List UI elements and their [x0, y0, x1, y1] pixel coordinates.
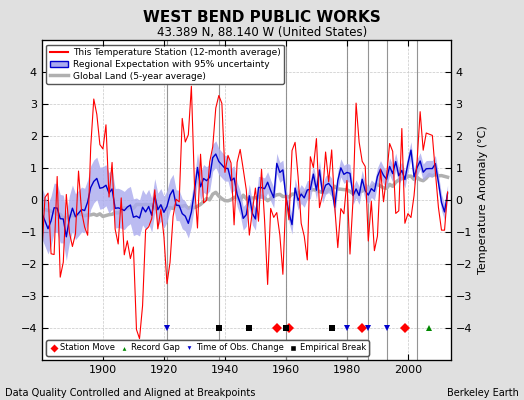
- Text: 43.389 N, 88.140 W (United States): 43.389 N, 88.140 W (United States): [157, 26, 367, 39]
- Regional Expectation with 95% uncertainty: [130, 215, 137, 220]
- Regional Expectation with 95% uncertainty: [423, 166, 429, 171]
- Regional Expectation with 95% uncertainty: [426, 166, 432, 171]
- Global Land (5-year average): [432, 172, 439, 177]
- Global Land (5-year average): [143, 202, 149, 207]
- This Temperature Station (12-month average): [423, 130, 429, 135]
- Global Land (5-year average): [420, 178, 427, 183]
- Regional Expectation with 95% uncertainty: [198, 184, 204, 189]
- Regional Expectation with 95% uncertainty: [143, 210, 149, 214]
- Text: Berkeley Earth: Berkeley Earth: [447, 388, 519, 398]
- This Temperature Station (12-month average): [201, 200, 207, 205]
- Global Land (5-year average): [130, 206, 137, 211]
- Regional Expectation with 95% uncertainty: [63, 234, 70, 239]
- Text: WEST BEND PUBLIC WORKS: WEST BEND PUBLIC WORKS: [143, 10, 381, 25]
- Regional Expectation with 95% uncertainty: [408, 148, 414, 152]
- Line: This Temperature Station (12-month average): This Temperature Station (12-month avera…: [42, 86, 447, 339]
- This Temperature Station (12-month average): [426, 132, 432, 136]
- Regional Expectation with 95% uncertainty: [39, 211, 45, 216]
- Global Land (5-year average): [60, 216, 67, 220]
- Line: Regional Expectation with 95% uncertainty: Regional Expectation with 95% uncertaint…: [42, 150, 447, 237]
- This Temperature Station (12-month average): [127, 256, 134, 261]
- Line: Global Land (5-year average): Global Land (5-year average): [42, 174, 447, 218]
- Regional Expectation with 95% uncertainty: [444, 191, 451, 196]
- This Temperature Station (12-month average): [143, 228, 149, 232]
- This Temperature Station (12-month average): [136, 336, 143, 341]
- Text: Data Quality Controlled and Aligned at Breakpoints: Data Quality Controlled and Aligned at B…: [5, 388, 256, 398]
- Legend: Station Move, Record Gap, Time of Obs. Change, Empirical Break: Station Move, Record Gap, Time of Obs. C…: [46, 340, 369, 356]
- This Temperature Station (12-month average): [60, 260, 67, 265]
- Global Land (5-year average): [63, 216, 70, 220]
- Global Land (5-year average): [423, 176, 429, 181]
- This Temperature Station (12-month average): [444, 190, 451, 194]
- Y-axis label: Temperature Anomaly (°C): Temperature Anomaly (°C): [477, 126, 487, 274]
- Global Land (5-year average): [444, 175, 451, 180]
- This Temperature Station (12-month average): [39, 249, 45, 254]
- This Temperature Station (12-month average): [188, 84, 194, 89]
- Global Land (5-year average): [39, 207, 45, 212]
- Regional Expectation with 95% uncertainty: [60, 216, 67, 221]
- Global Land (5-year average): [198, 202, 204, 207]
